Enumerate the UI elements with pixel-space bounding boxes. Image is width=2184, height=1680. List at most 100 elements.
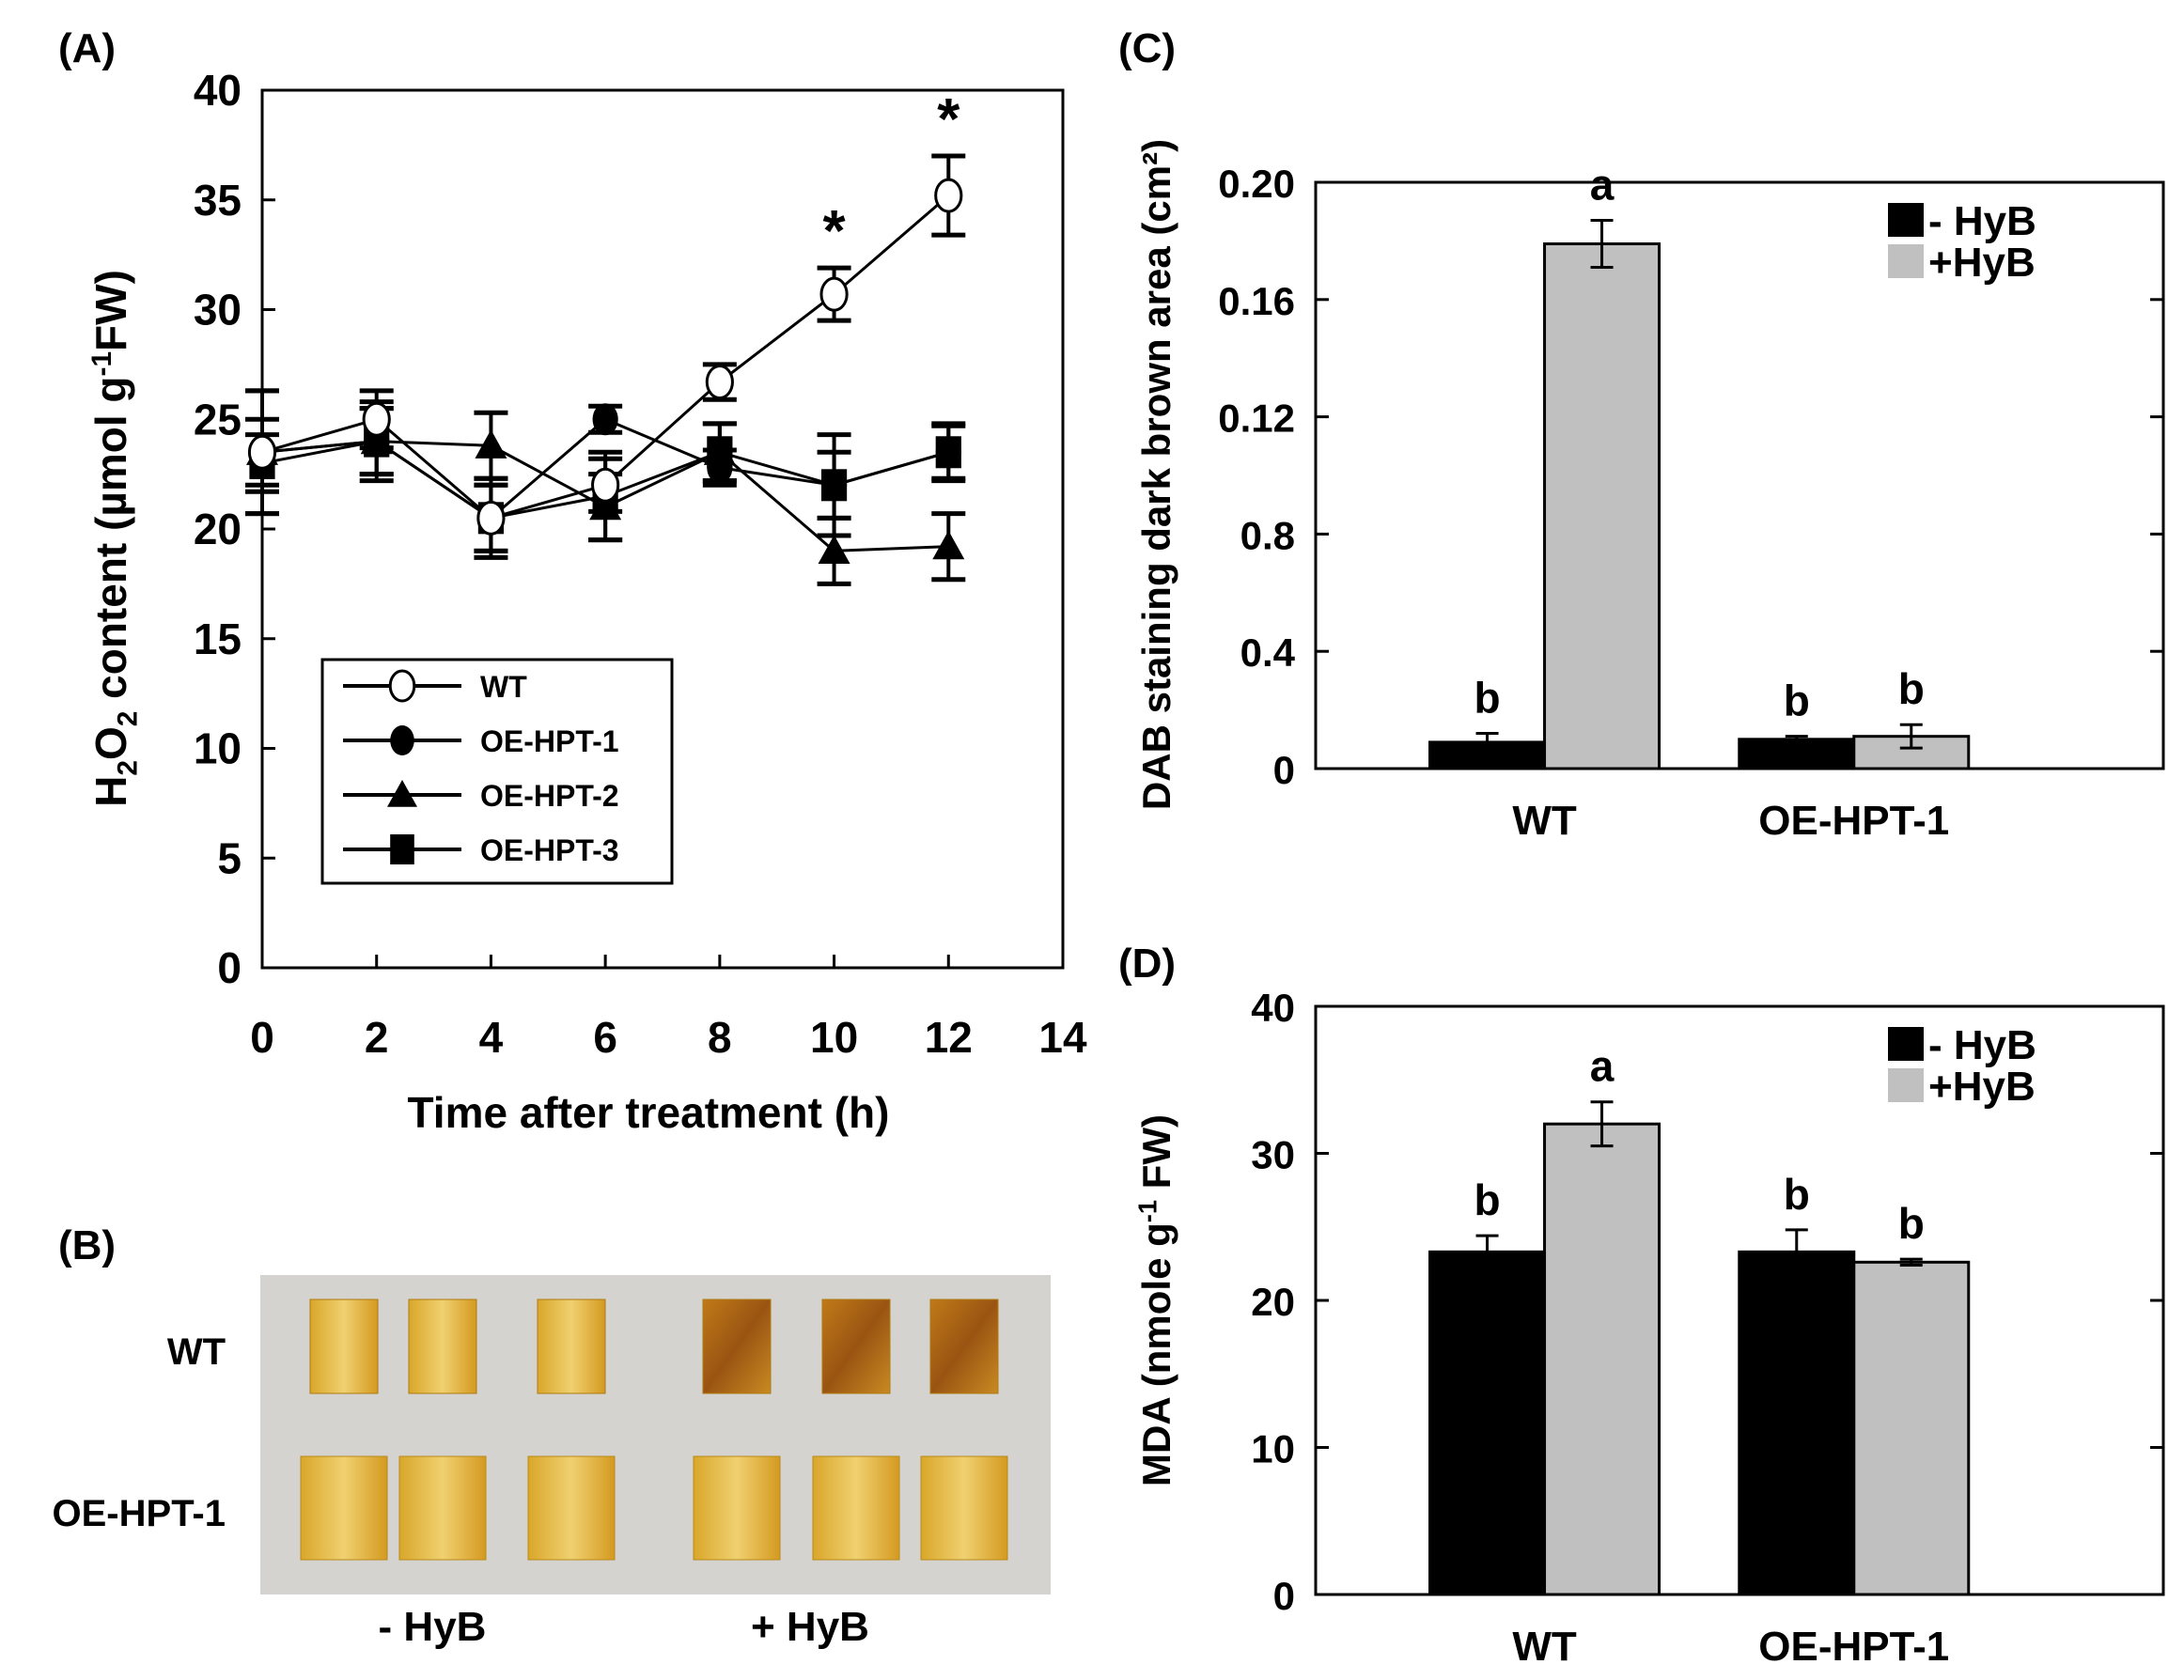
marker-open-circle [705,365,734,400]
bar [1738,738,1856,770]
y-axis-title: H2O2 content (µmol g-1FW) [86,270,144,807]
y-tick-label: 0 [1273,748,1295,792]
significance-letter: b [1898,664,1925,713]
panel-label: (D) [1118,941,1176,987]
photo-background [260,1275,1051,1594]
leaf-oe [693,1455,781,1561]
leaf-oe [812,1455,900,1561]
legend-label: OE-HPT-3 [480,833,619,867]
leaf-oe [300,1455,388,1561]
marker-filled-circle [390,725,414,755]
y-tick-label: 0.4 [1240,630,1296,675]
leaf-wt [821,1299,891,1394]
bar [1428,1250,1547,1596]
marker-filled-triangle [818,535,850,564]
x-tick-label: 12 [925,1013,973,1062]
significance-letter: b [1784,677,1810,725]
row-label: WT [167,1331,226,1373]
marker-open-circle [934,178,963,213]
legend-swatch [1888,244,1924,278]
legend-label: - HyB [1928,198,2036,244]
marker-open-circle [247,434,277,470]
y-tick-label: 15 [194,614,242,663]
y-tick-label: 20 [194,505,242,553]
y-tick-label: 0 [217,943,242,992]
panel-label: (A) [58,25,116,71]
y-tick-label: 35 [194,176,242,225]
y-tick-label: 0.16 [1218,279,1295,323]
y-tick-label: 10 [194,724,242,773]
panel-label: (B) [58,1222,116,1268]
legend-label: OE-HPT-2 [480,779,619,813]
marker-open-circle [476,500,506,536]
significance-asterisk: * [823,199,847,264]
leaf-wt [309,1299,379,1394]
legend-label: OE-HPT-1 [480,724,619,758]
legend-label: +HyB [1928,1064,2036,1110]
row-label: OE-HPT-1 [53,1493,226,1534]
bar [1543,1122,1661,1596]
leaf-wt [408,1299,477,1394]
column-label: - HyB [379,1604,487,1650]
leaf-oe [527,1455,616,1561]
leaf-oe [398,1455,487,1561]
x-tick-label: 8 [708,1013,732,1062]
y-tick-label: 10 [1251,1427,1295,1471]
y-axis-title: MDA (nmole g-1 FW) [1132,1114,1178,1486]
x-tick-label: 2 [365,1013,389,1062]
x-axis-title: Time after treatment (h) [408,1088,890,1137]
y-tick-label: 0.8 [1240,513,1295,557]
marker-open-circle [591,467,620,503]
marker-filled-circle [707,451,733,484]
plot-frame [1314,180,2165,770]
legend-swatch [1888,203,1924,237]
legend-swatch [1888,1068,1924,1102]
y-tick-label: 30 [1251,1133,1295,1177]
y-tick-label: 25 [194,395,242,443]
marker-filled-circle [935,436,961,469]
y-axis-title: DAB staining dark brown area (cm²) [1134,139,1178,810]
marker-open-circle [388,669,416,703]
y-tick-label: 40 [1251,986,1295,1030]
column-label: + HyB [751,1604,869,1650]
panel-b-photo: (B) WT OE-HPT-1 - HyB + HyB [53,1222,1051,1650]
x-tick-label: 4 [479,1013,504,1062]
significance-letter: a [1590,161,1615,210]
significance-letter: b [1784,1170,1810,1219]
x-category-label: WT [1512,1624,1577,1670]
legend-label: WT [480,670,527,704]
y-tick-label: 5 [217,833,242,882]
significance-letter: b [1898,1199,1925,1248]
leaf-wt [929,1299,999,1394]
y-tick-label: 40 [194,66,242,115]
leaf-wt [702,1299,772,1394]
significance-letter: b [1474,674,1500,723]
bar [1738,1250,1856,1596]
leaf-oe [920,1455,1008,1561]
x-tick-label: 6 [593,1013,617,1062]
y-tick-label: 0.20 [1218,162,1295,206]
x-tick-label: 0 [250,1013,274,1062]
panel-label: (C) [1118,25,1176,71]
legend-swatch [1888,1027,1924,1061]
panel-d-bar-chart: (D) 0 10 20 30 40 MDA (nmole g-1 FW) WT b a OE-HPT… [1118,941,2165,1670]
panel-c-bar-chart: (C) 0 0.4 0.8 0.12 0.16 0.20 DAB staining dark … [1118,25,2165,844]
leaf-wt [537,1299,606,1394]
y-tick-label: 0 [1273,1574,1295,1618]
significance-letter: b [1474,1175,1500,1224]
legend-frame [320,658,674,885]
y-tick-label: 30 [194,286,242,334]
legend-label: - HyB [1928,1022,2036,1068]
marker-open-circle [362,401,391,437]
marker-filled-circle [820,469,848,502]
x-tick-label: 10 [810,1013,858,1062]
x-category-label: OE-HPT-1 [1758,798,1949,844]
marker-filled-triangle [475,429,507,459]
marker-filled-triangle [387,780,417,807]
significance-letter: a [1590,1042,1615,1091]
x-category-label: WT [1512,798,1577,844]
bar [1543,242,1661,770]
legend: WT OE-HPT-1 OE-HPT-2 OE-HPT-3 [320,658,674,885]
y-tick-label: 0.12 [1218,397,1295,441]
